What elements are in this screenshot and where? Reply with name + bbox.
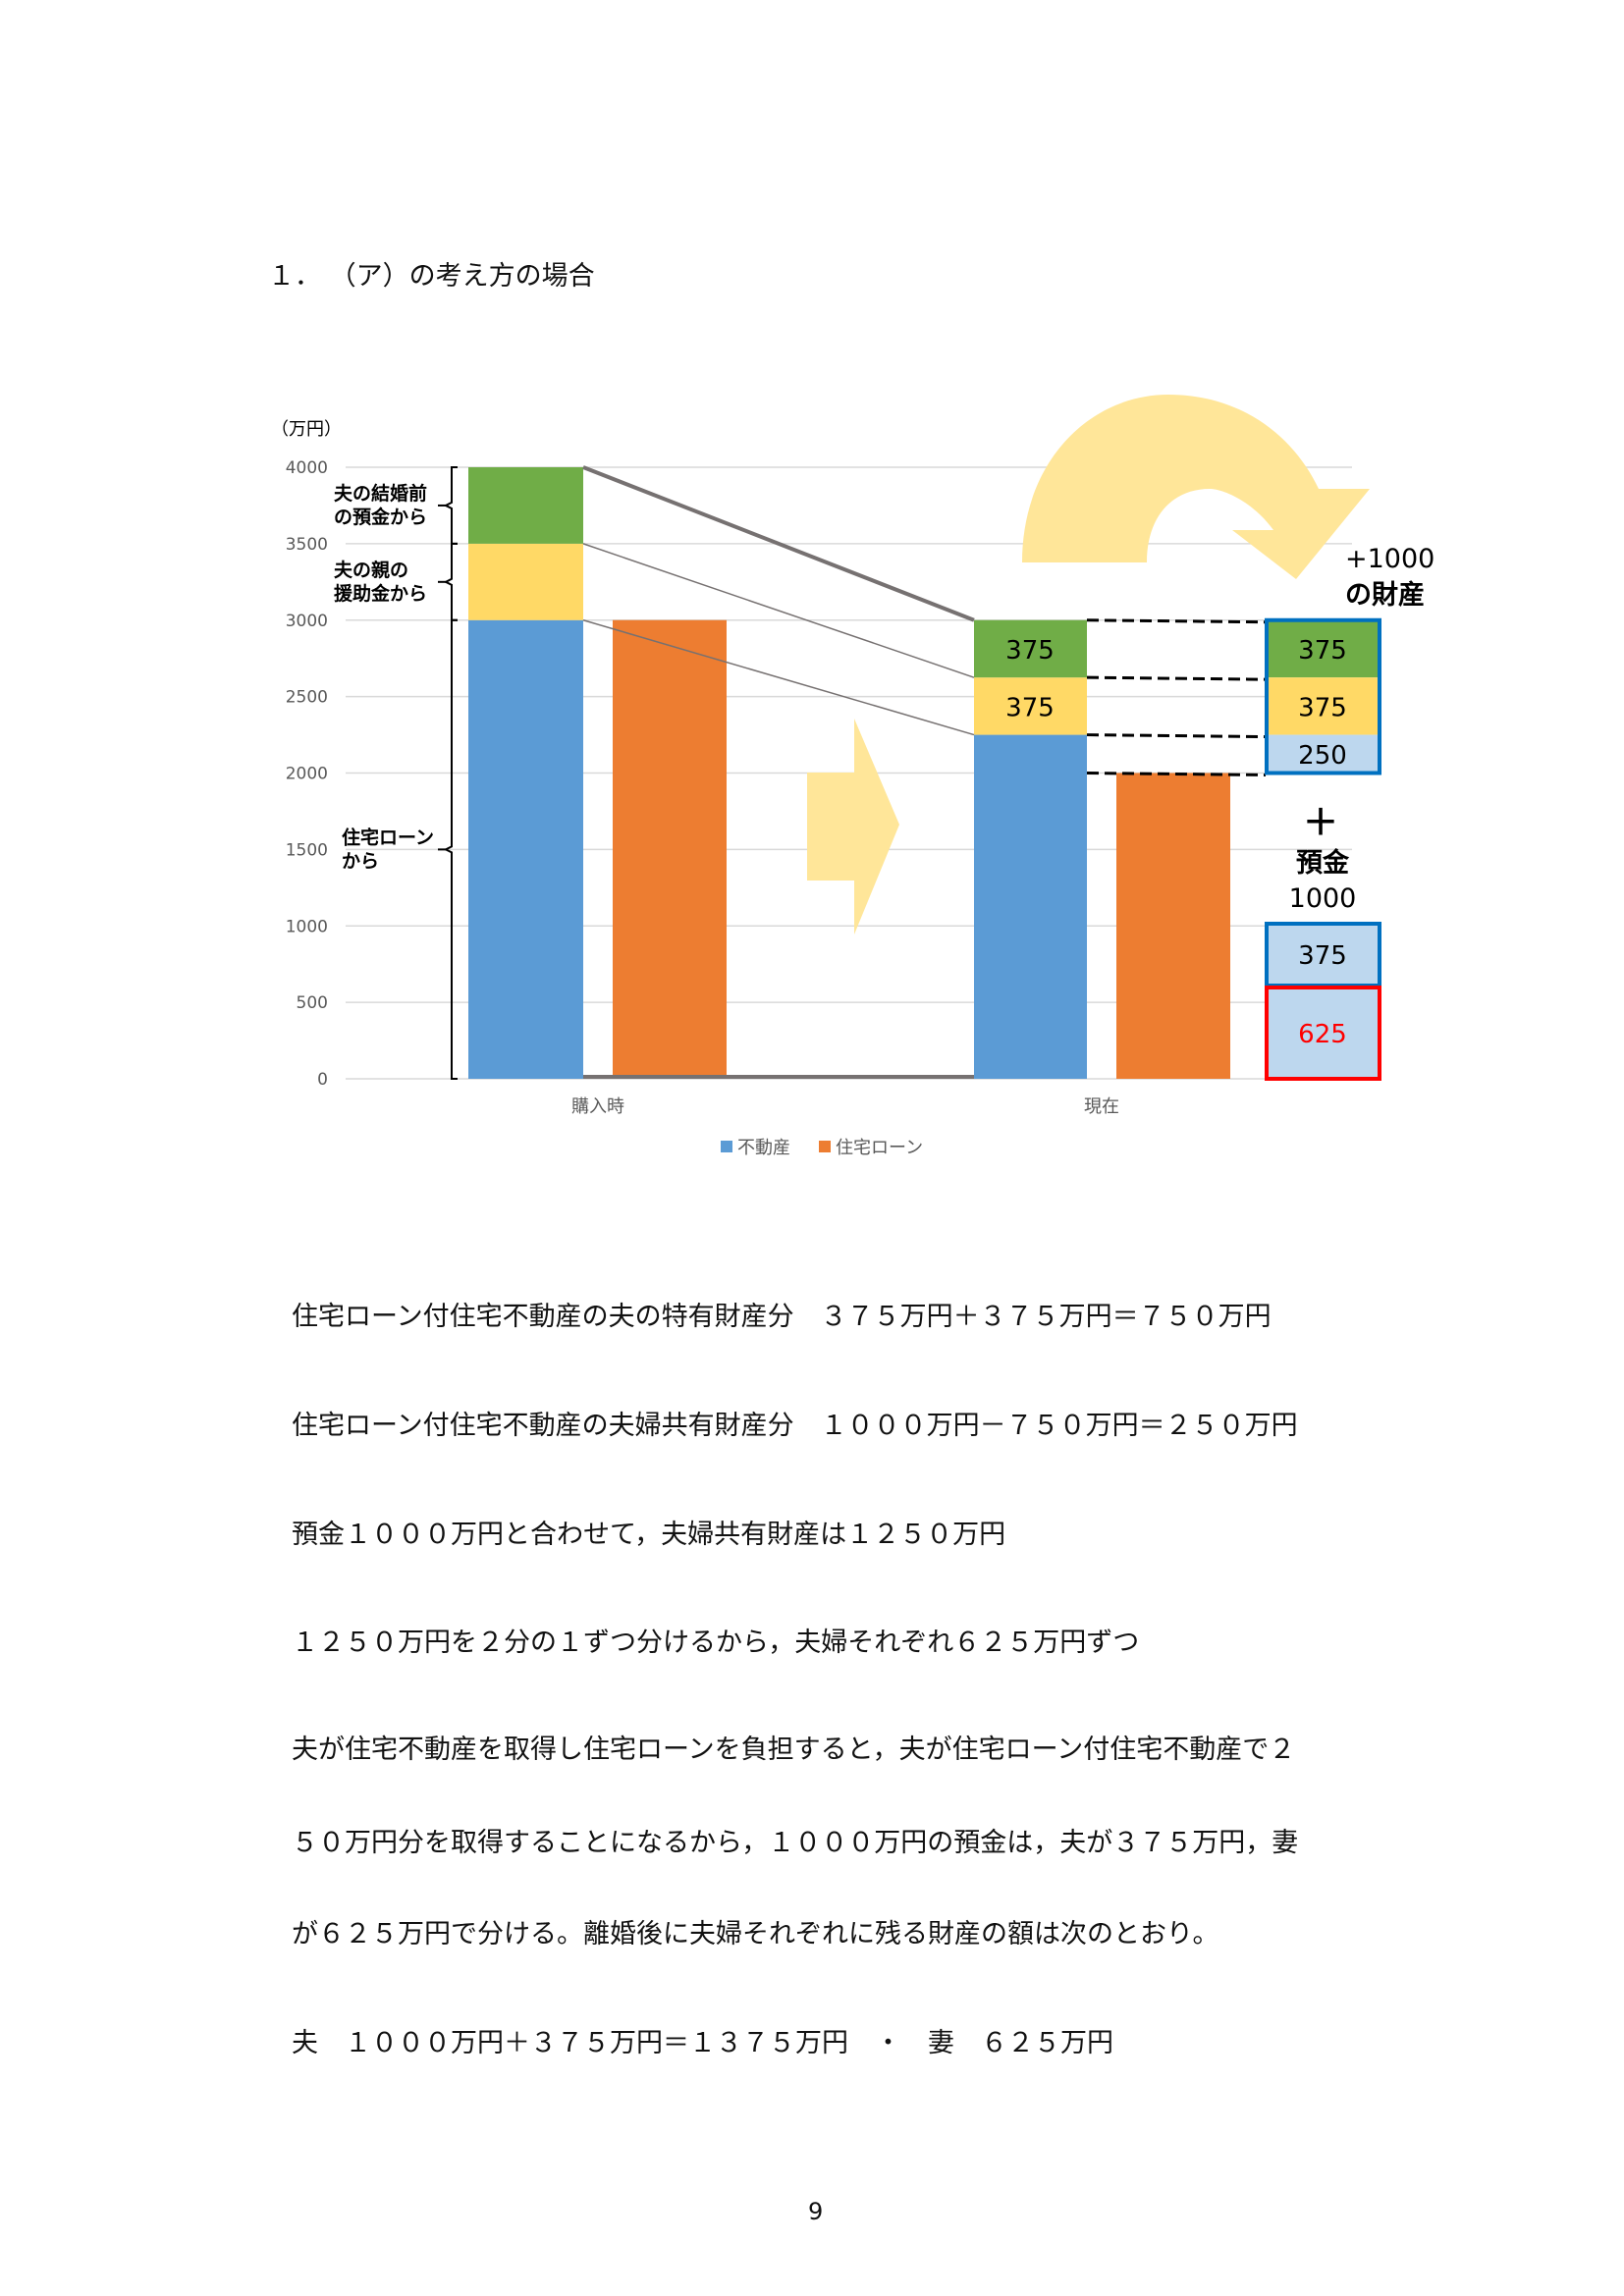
bar-segment bbox=[974, 734, 1087, 1079]
y-tick-label: 3000 bbox=[286, 612, 328, 631]
paragraph: 夫が住宅不動産を取得し住宅ローンを負担すると，夫が住宅ローン付住宅不動産で２ bbox=[292, 1735, 1296, 1765]
paragraph: が６２５万円で分ける。離婚後に夫婦それぞれに残る財産の額は次のとおり。 bbox=[292, 1919, 1219, 1949]
dashed-guide bbox=[1086, 772, 1267, 776]
paragraph: 住宅ローン付住宅不動産の夫の特有財産分 ３７５万円＋３７５万円＝７５０万円 bbox=[292, 1302, 1272, 1332]
deposit-wife-box bbox=[1265, 986, 1381, 1081]
bar-segment bbox=[468, 619, 583, 1079]
right-panel-title: の財産 bbox=[1345, 579, 1425, 611]
y-tick-label: 4000 bbox=[286, 458, 328, 478]
bar-segment bbox=[974, 619, 1087, 678]
connector-line bbox=[582, 465, 975, 622]
y-tick-label: 2500 bbox=[286, 688, 328, 708]
page-number: 9 bbox=[808, 2198, 824, 2225]
legend-swatch bbox=[819, 1141, 831, 1152]
deposit-husband-label: 375 bbox=[1298, 941, 1347, 971]
box-segment bbox=[1268, 677, 1379, 735]
y-tick-label: 1000 bbox=[286, 917, 328, 936]
y-tick-label: 3500 bbox=[286, 535, 328, 555]
box-segment bbox=[1268, 619, 1379, 678]
bracket bbox=[443, 466, 458, 545]
paragraph: １２５０万円を２分の１ずつ分けるから，夫婦それぞれ６２５万円ずつ bbox=[292, 1628, 1140, 1658]
y-tick-label: 1500 bbox=[286, 840, 328, 860]
box-segment-label: 375 bbox=[1298, 693, 1347, 722]
chart: （万円） 0 500 1000 1500 2000 2500 3000 3500 4000 購入時 現… bbox=[271, 395, 1435, 1158]
plus-sign: ＋ bbox=[1303, 803, 1338, 843]
deposit-husband-box bbox=[1265, 922, 1381, 988]
segment-label: 375 bbox=[1005, 693, 1055, 722]
paragraph: 住宅ローン付住宅不動産の夫婦共有財産分 １０００万円－７５０万円＝２５０万円 bbox=[292, 1411, 1298, 1441]
x-tick-label: 購入時 bbox=[571, 1096, 624, 1117]
deposit-label: 1000 bbox=[1289, 883, 1357, 914]
dashed-guide bbox=[1086, 618, 1267, 624]
bracket-label: から bbox=[342, 850, 379, 872]
paragraph: 預金１０００万円と合わせて，夫婦共有財産は１２５０万円 bbox=[292, 1520, 1006, 1550]
box-segment bbox=[1268, 734, 1379, 774]
legend-label: 住宅ローン bbox=[836, 1138, 923, 1158]
box-segment-label: 250 bbox=[1298, 741, 1347, 771]
bracket-label: 夫の結婚前 bbox=[334, 482, 427, 505]
box-segment-label: 375 bbox=[1298, 636, 1347, 666]
legend-swatch bbox=[721, 1141, 732, 1152]
bar-loan bbox=[1116, 773, 1230, 1079]
deposit-label: 預金 bbox=[1296, 847, 1350, 879]
bar-segment bbox=[974, 677, 1087, 735]
bracket-label: 夫の親の bbox=[334, 559, 408, 581]
bracket bbox=[443, 542, 458, 621]
curved-arrow-icon bbox=[1022, 395, 1370, 579]
deposit-wife-label: 625 bbox=[1298, 1020, 1347, 1049]
bracket-label: 住宅ローン bbox=[342, 826, 434, 848]
right-panel-title: +1000 bbox=[1345, 544, 1435, 574]
y-tick-label: 500 bbox=[297, 993, 328, 1013]
x-tick-label: 現在 bbox=[1084, 1096, 1119, 1117]
dashed-guide bbox=[1086, 675, 1267, 681]
paragraph: ５０万円分を取得することになるから，１０００万円の預金は，夫が３７５万円，妻 bbox=[292, 1828, 1299, 1858]
bar-segment bbox=[468, 543, 583, 620]
dashed-guide bbox=[1086, 733, 1267, 739]
segment-label: 375 bbox=[1005, 636, 1055, 666]
y-tick-label: 0 bbox=[317, 1070, 328, 1090]
connector-line bbox=[582, 543, 975, 678]
y-tick-label: 2000 bbox=[286, 765, 328, 784]
connector-line bbox=[582, 619, 975, 736]
bar-segment bbox=[468, 467, 583, 544]
bracket-label: の預金から bbox=[334, 506, 427, 528]
right-arrow-icon bbox=[807, 719, 899, 934]
bracket-label: 援助金から bbox=[334, 582, 427, 605]
section-heading: １． （ア）の考え方の場合 bbox=[268, 261, 595, 292]
legend-label: 不動産 bbox=[737, 1138, 790, 1158]
property-box-outline bbox=[1265, 617, 1381, 775]
y-axis-unit: （万円） bbox=[271, 419, 342, 440]
paragraph: 夫 １０００万円＋３７５万円＝１３７５万円 ・ 妻 ６２５万円 bbox=[292, 2028, 1113, 2058]
bar-loan bbox=[613, 619, 727, 1079]
